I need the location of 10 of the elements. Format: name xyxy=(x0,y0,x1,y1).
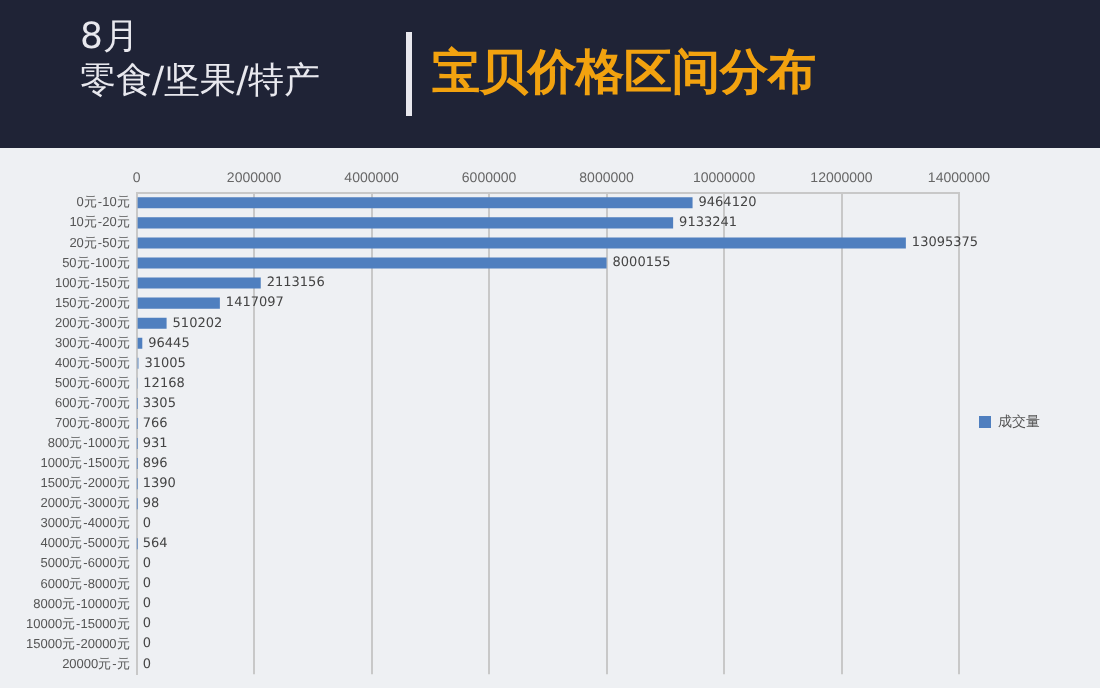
bar xyxy=(137,297,220,309)
bar xyxy=(137,197,693,209)
bar xyxy=(137,317,167,329)
chart-title: 宝贝价格区间分布 xyxy=(432,42,816,104)
bar xyxy=(137,257,607,269)
text: 零食/坚果/特产 xyxy=(80,60,321,104)
chart-subtitle: 8月 xyxy=(80,16,141,60)
bar xyxy=(137,277,261,289)
bar xyxy=(137,237,906,249)
bar xyxy=(137,217,674,229)
